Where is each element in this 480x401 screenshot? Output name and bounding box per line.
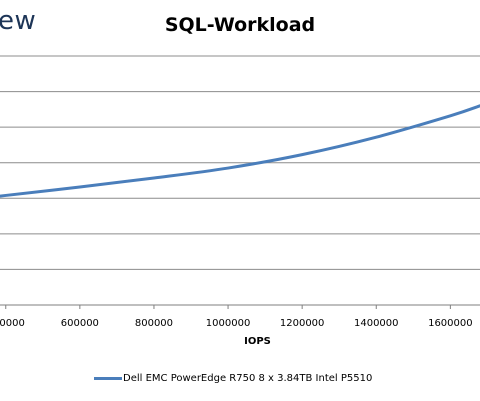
x-tick-label: 800000 bbox=[135, 318, 173, 329]
x-axis-label: IOPS bbox=[244, 336, 271, 347]
legend: Dell EMC PowerEdge R750 8 x 3.84TB Intel… bbox=[94, 373, 372, 384]
x-tick-label: 600000 bbox=[61, 318, 99, 329]
series-line bbox=[0, 104, 480, 198]
x-tick-label: 1400000 bbox=[354, 318, 399, 329]
grid-lines bbox=[0, 55, 480, 306]
x-tick-label: 1000000 bbox=[206, 318, 251, 329]
logo-watermark: ew bbox=[0, 6, 37, 36]
x-tick-labels: 400000 600000 800000 1000000 1200000 1400000 1… bbox=[0, 305, 473, 329]
x-tick-label: 400000 bbox=[0, 318, 25, 329]
x-tick-label: 1600000 bbox=[428, 318, 473, 329]
legend-label: Dell EMC PowerEdge R750 8 x 3.84TB Intel… bbox=[123, 373, 373, 384]
series-lines bbox=[0, 104, 480, 198]
chart-title: SQL-Workload bbox=[164, 14, 316, 36]
legend-swatch bbox=[94, 377, 122, 380]
x-tick-label: 1200000 bbox=[280, 318, 325, 329]
